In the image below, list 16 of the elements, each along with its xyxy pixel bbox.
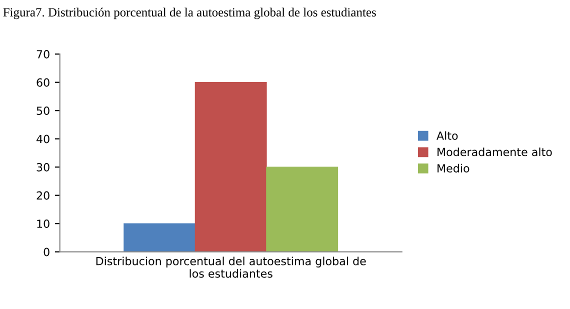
legend-label: Moderadamente alto xyxy=(438,148,552,156)
x-tick-label: Distribucion porcentual del autoestima global de los estudiantes xyxy=(96,256,366,278)
legend-label: Alto xyxy=(436,131,458,140)
y-tick-label: 70 xyxy=(36,50,50,58)
chart-title: Figura7. Distribución porcentual de la autoestima global de los estudiantes xyxy=(3,8,376,20)
bar xyxy=(194,82,267,252)
y-tick-label: 40 xyxy=(36,134,50,144)
legend-label: Medio xyxy=(438,164,470,172)
y-tick-label: 60 xyxy=(36,78,50,87)
y-tick-label: 10 xyxy=(37,220,50,228)
y-tick-label: 30 xyxy=(36,163,50,172)
y-tick-label: 0 xyxy=(44,248,50,256)
y-tick-label: 50 xyxy=(36,106,50,115)
bar xyxy=(124,223,196,252)
bar xyxy=(266,166,338,252)
y-tick-label: 20 xyxy=(36,191,50,200)
